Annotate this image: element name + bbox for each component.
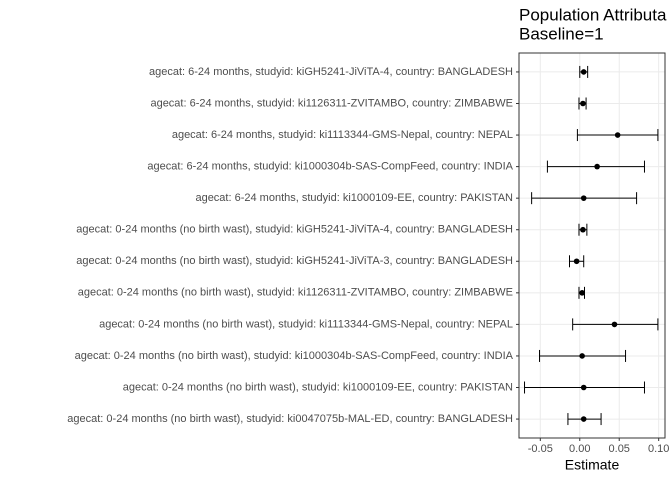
- estimate-point: [594, 163, 600, 170]
- estimate-point: [579, 353, 585, 359]
- x-tick-label: 0.05: [609, 443, 630, 455]
- estimate-point: [573, 258, 580, 265]
- estimate-point: [614, 132, 621, 138]
- y-tick-label: agecat: 0-24 months (no birth wast), stu…: [99, 318, 513, 330]
- y-tick-label: agecat: 0-24 months (no birth wast), stu…: [76, 224, 513, 236]
- estimate-point: [579, 290, 585, 296]
- y-tick-label: agecat: 0-24 months (no birth wast), stu…: [76, 255, 513, 267]
- estimate-point: [580, 384, 587, 391]
- estimate-point: [580, 416, 587, 422]
- panel-border: [518, 52, 666, 439]
- y-tick-label: agecat: 6-24 months, studyid: ki1000304b…: [147, 161, 513, 173]
- y-tick-label: agecat: 6-24 months, studyid: ki1113344-…: [172, 129, 513, 141]
- x-tick-label: -0.05: [528, 443, 553, 455]
- plot-panel: [519, 53, 665, 438]
- x-axis-label: Estimate: [565, 457, 620, 473]
- y-tick-label: agecat: 0-24 months (no birth wast), stu…: [67, 413, 513, 425]
- y-tick-label: agecat: 6-24 months, studyid: ki1126311-…: [150, 97, 513, 109]
- y-tick-label: agecat: 6-24 months, studyid: ki1000109-…: [195, 192, 513, 204]
- chart-title: Population Attributa: [519, 5, 667, 24]
- x-tick-label: 0.10: [648, 443, 669, 455]
- estimate-point: [580, 226, 586, 233]
- estimate-point: [611, 321, 618, 328]
- x-tick-label: 0.00: [569, 443, 590, 455]
- estimate-point: [580, 69, 587, 75]
- y-tick-label: agecat: 0-24 months (no birth wast), stu…: [75, 350, 514, 362]
- y-tick-label: agecat: 0-24 months (no birth wast), stu…: [123, 381, 513, 393]
- y-tick-label: agecat: 6-24 months, studyid: kiGH5241-J…: [149, 66, 513, 78]
- estimate-point: [580, 100, 586, 107]
- y-tick-label: agecat: 0-24 months (no birth wast), stu…: [78, 287, 513, 299]
- chart-subtitle: Baseline=1: [519, 24, 604, 43]
- estimate-point: [580, 195, 587, 201]
